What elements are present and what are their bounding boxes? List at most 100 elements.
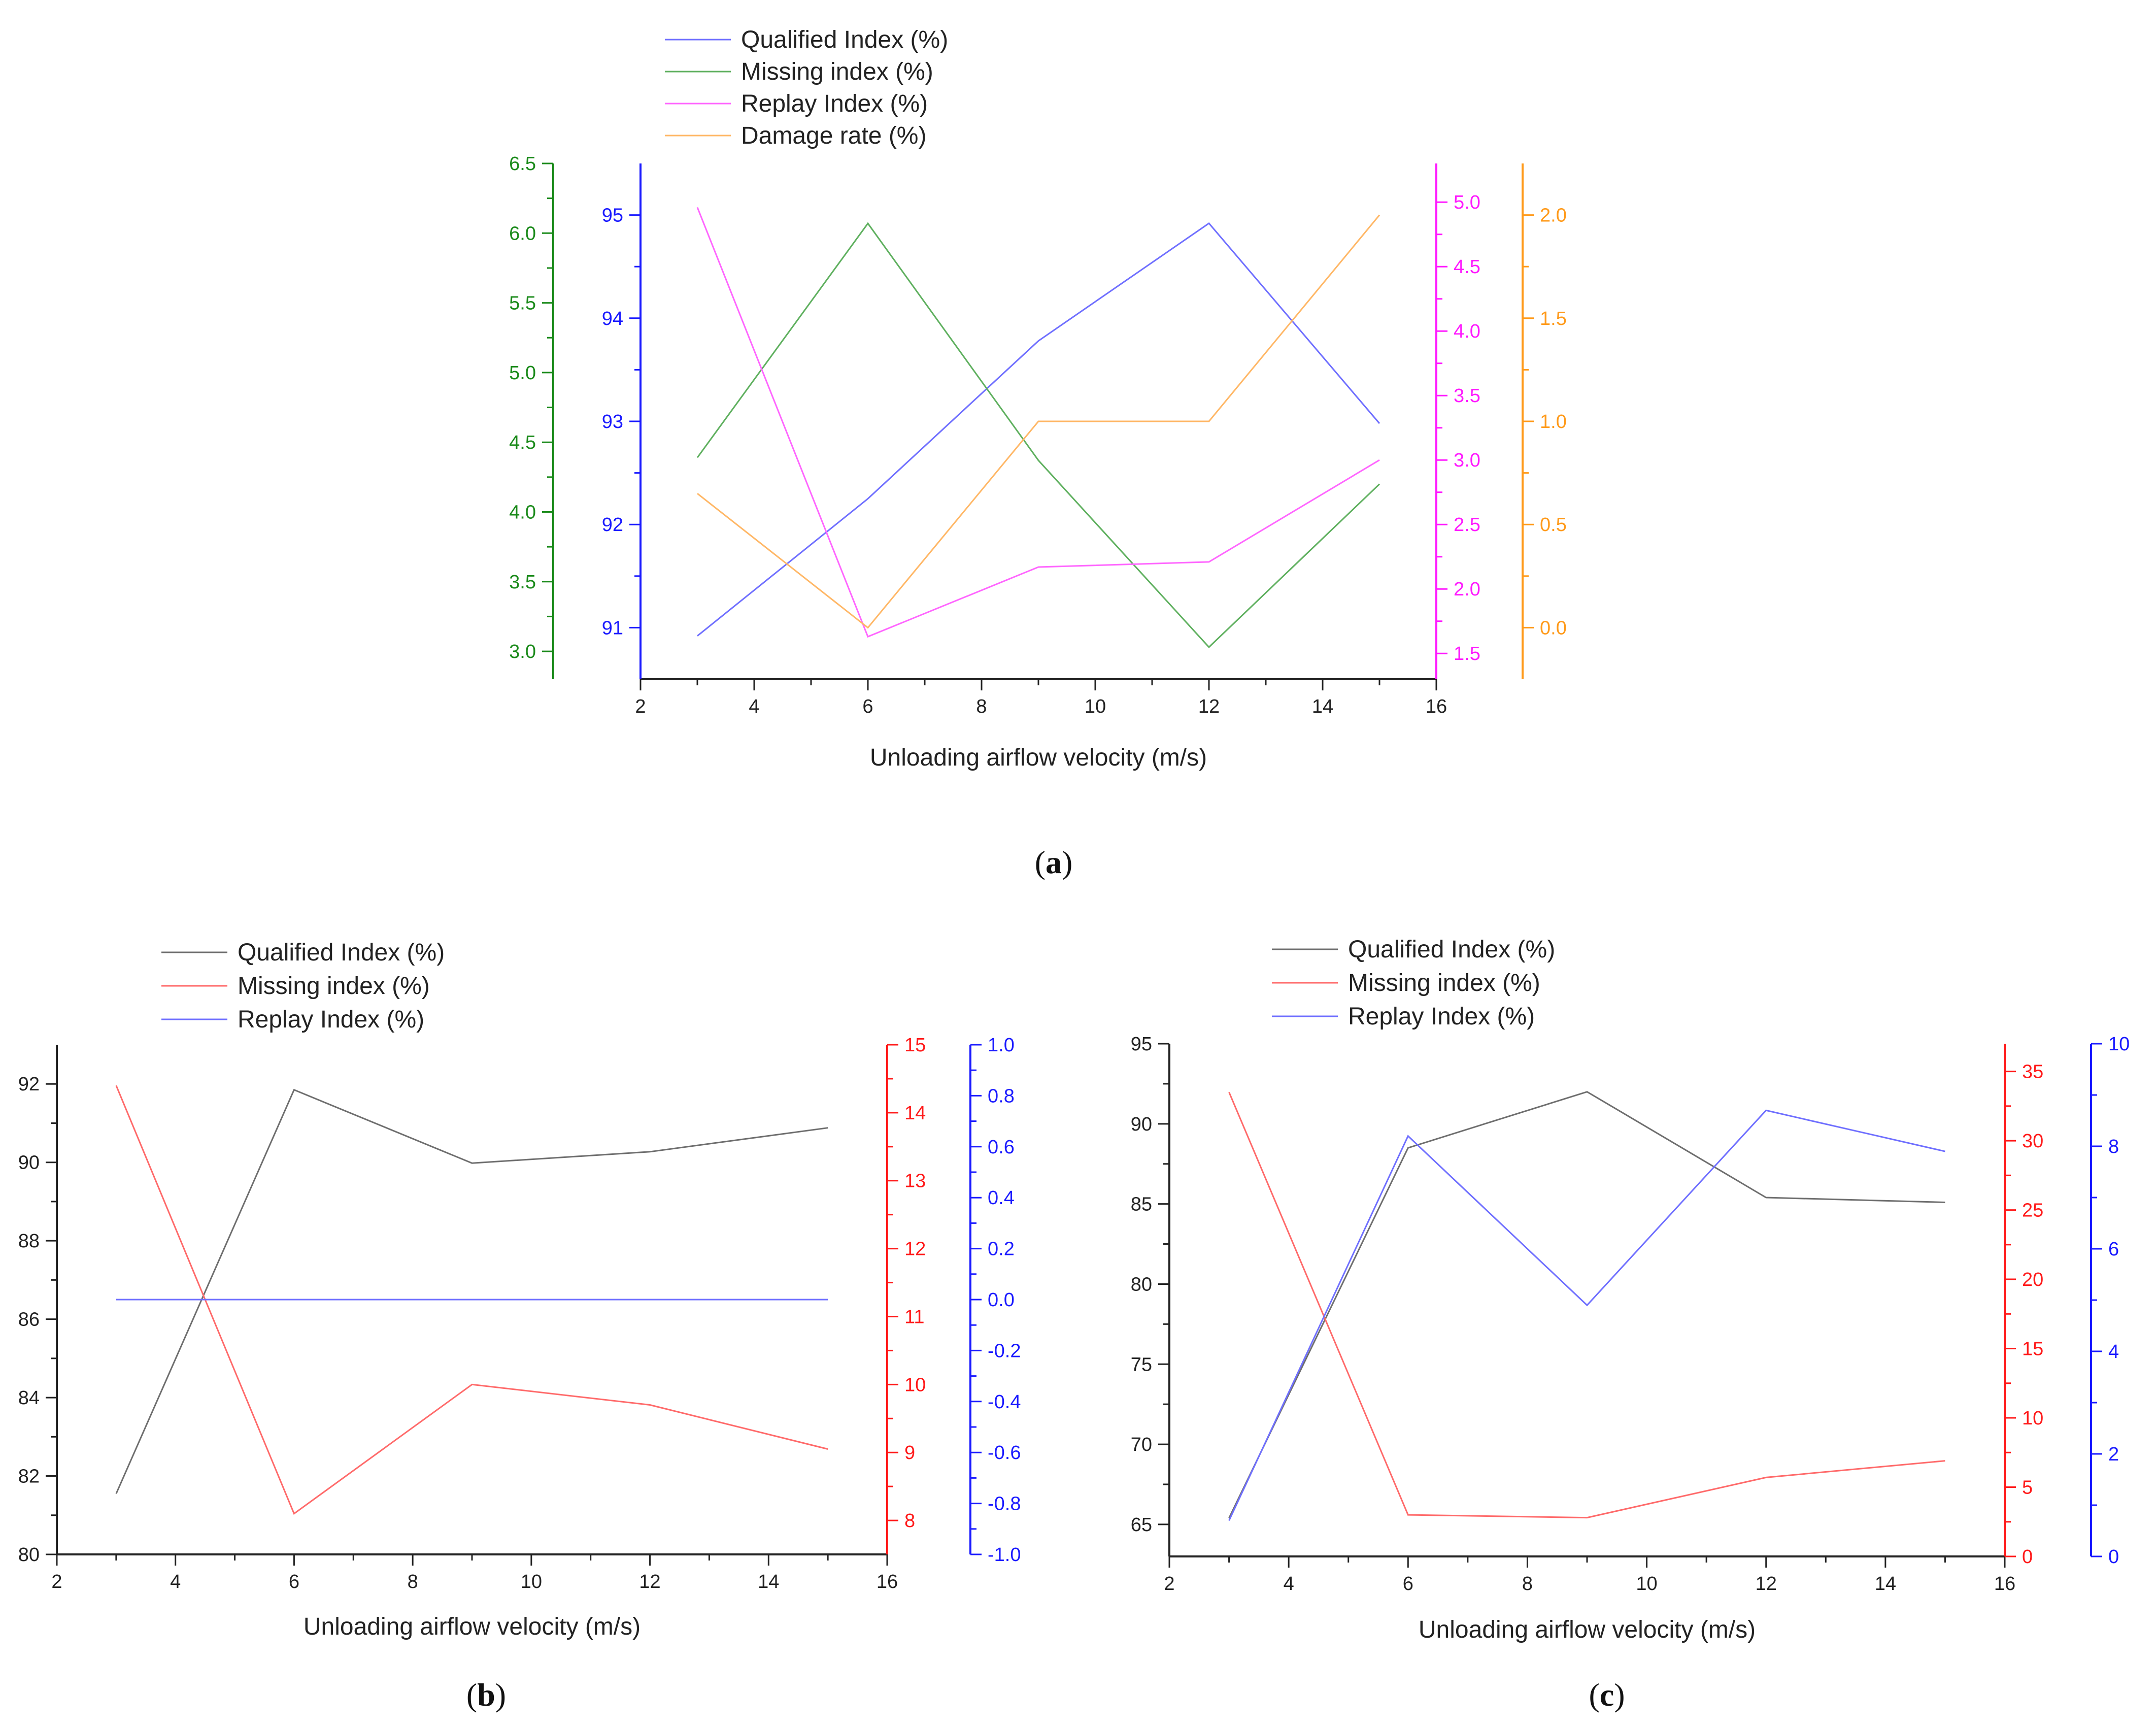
y-tick-label-green: 3.5 xyxy=(509,572,536,593)
y-tick-label-orange: 1.0 xyxy=(1540,411,1567,433)
y-tick-label-blue: 91 xyxy=(602,617,623,639)
y-tick-label-green: 4.5 xyxy=(509,432,536,453)
series-line-2 xyxy=(696,222,1380,648)
y-tick-label-magenta: 1.5 xyxy=(1454,643,1480,665)
y-tick-label-orange: 2.0 xyxy=(1540,205,1567,226)
caption-open-paren: ( xyxy=(1035,844,1046,880)
x-tick-label: 14 xyxy=(1875,1573,1896,1595)
y-tick-label-gray: 92 xyxy=(18,1074,40,1095)
y-tick-label-blue: -0.2 xyxy=(988,1340,1021,1362)
y-tick-label-green: 5.0 xyxy=(509,362,536,384)
y-tick-label-red: 5 xyxy=(2022,1477,2033,1499)
panel-caption-b: (b) xyxy=(466,1677,506,1713)
y-tick-label-gray: 80 xyxy=(1131,1274,1152,1295)
caption-letter-b: b xyxy=(477,1677,495,1713)
y-tick-label-gray: 85 xyxy=(1131,1194,1152,1215)
caption-close-paren: ) xyxy=(495,1677,506,1713)
y-tick-label-green: 3.0 xyxy=(509,641,536,662)
y-tick-label-blue: 0.8 xyxy=(988,1085,1015,1107)
y-tick-label-blue: 0.4 xyxy=(988,1187,1015,1209)
legend-label: Replay Index (%) xyxy=(741,90,928,117)
x-tick-label: 4 xyxy=(1284,1573,1294,1595)
y-tick-label-gray: 88 xyxy=(18,1231,40,1252)
x-tick-label: 6 xyxy=(1403,1573,1413,1595)
x-tick-label: 4 xyxy=(170,1571,181,1592)
series-line-2 xyxy=(1228,1091,1945,1519)
y-tick-label-red: 13 xyxy=(904,1171,926,1192)
legend-label: Damage rate (%) xyxy=(741,122,926,149)
y-tick-label-blue: 1.0 xyxy=(988,1035,1015,1056)
y-tick-label-blue: 94 xyxy=(602,308,623,329)
y-tick-label-magenta: 2.5 xyxy=(1454,514,1480,536)
x-tick-label: 8 xyxy=(976,696,987,717)
legend-label: Qualified Index (%) xyxy=(1348,936,1555,963)
y-tick-label-gray: 80 xyxy=(18,1544,40,1566)
y-tick-label-green: 5.5 xyxy=(509,293,536,314)
y-tick-label-gray: 90 xyxy=(18,1152,40,1174)
legend-label: Replay Index (%) xyxy=(238,1006,424,1033)
y-tick-label-red: 10 xyxy=(2022,1408,2043,1429)
y-tick-label-red: 20 xyxy=(2022,1269,2043,1290)
y-tick-label-red: 9 xyxy=(904,1442,915,1464)
y-tick-label-blue: 0.6 xyxy=(988,1137,1015,1158)
caption-open-paren: ( xyxy=(1589,1677,1599,1713)
series-line-3 xyxy=(1228,1109,1945,1521)
series-line-2 xyxy=(115,1085,828,1515)
x-tick-label: 14 xyxy=(1312,696,1333,717)
y-tick-label-red: 11 xyxy=(904,1306,924,1327)
caption-close-paren: ) xyxy=(1614,1677,1625,1713)
y-tick-label-blue: 8 xyxy=(2108,1136,2119,1157)
x-tick-label: 6 xyxy=(289,1571,299,1592)
x-axis-title: Unloading airflow velocity (m/s) xyxy=(870,744,1207,771)
y-tick-label-red: 12 xyxy=(904,1239,926,1260)
series-line-4 xyxy=(697,214,1380,629)
caption-open-paren: ( xyxy=(466,1677,477,1713)
caption-close-paren: ) xyxy=(1062,844,1072,880)
x-tick-label: 6 xyxy=(862,696,873,717)
x-tick-label: 8 xyxy=(408,1571,418,1592)
y-tick-label-orange: 0.5 xyxy=(1540,514,1567,536)
chart-panel-c: 2 4 6 8 10 12 14 16 Unloading airflow velocity (… xyxy=(1131,936,2130,1643)
x-tick-label: 4 xyxy=(749,696,759,717)
x-tick-label: 10 xyxy=(521,1571,542,1592)
chart-panel-a: 2 4 6 8 10 12 14 16 Unloading airflow velocity (… xyxy=(509,26,1567,771)
y-tick-label-gray: 82 xyxy=(18,1466,40,1487)
y-tick-label-red: 15 xyxy=(904,1035,926,1056)
y-tick-label-blue: -0.8 xyxy=(988,1493,1021,1515)
y-tick-label-magenta: 5.0 xyxy=(1454,192,1480,213)
y-tick-label-blue: -1.0 xyxy=(988,1544,1021,1566)
y-tick-label-blue: 2 xyxy=(2108,1444,2119,1465)
y-tick-label-blue: 0.0 xyxy=(988,1289,1015,1311)
x-tick-label: 12 xyxy=(1756,1573,1777,1595)
legend-label: Missing index (%) xyxy=(238,973,430,1000)
y-tick-label-orange: 0.0 xyxy=(1540,617,1567,639)
y-tick-label-red: 14 xyxy=(904,1103,926,1124)
y-tick-label-gray: 84 xyxy=(18,1387,40,1409)
x-tick-label: 12 xyxy=(639,1571,660,1592)
series-line-1 xyxy=(697,222,1380,637)
y-tick-label-blue: -0.4 xyxy=(988,1391,1021,1413)
y-tick-label-green: 4.0 xyxy=(509,502,536,523)
y-tick-label-magenta: 2.0 xyxy=(1454,579,1480,600)
y-tick-label-blue: 0 xyxy=(2108,1546,2119,1568)
x-tick-label: 16 xyxy=(1426,696,1447,717)
legend-label: Missing index (%) xyxy=(741,58,933,85)
y-tick-label-gray: 95 xyxy=(1131,1034,1152,1055)
y-tick-label-blue: 10 xyxy=(2108,1034,2130,1055)
y-tick-label-red: 35 xyxy=(2022,1061,2043,1083)
y-tick-label-red: 0 xyxy=(2022,1546,2033,1568)
legend-label: Qualified Index (%) xyxy=(238,939,445,966)
y-tick-label-red: 15 xyxy=(2022,1339,2043,1360)
y-tick-label-magenta: 3.0 xyxy=(1454,450,1480,471)
y-tick-label-blue: 4 xyxy=(2108,1341,2119,1363)
x-tick-label: 10 xyxy=(1085,696,1106,717)
y-tick-label-blue: 92 xyxy=(602,514,623,536)
caption-letter-a: a xyxy=(1046,844,1062,880)
y-tick-label-red: 30 xyxy=(2022,1131,2043,1152)
x-axis-title: Unloading airflow velocity (m/s) xyxy=(1419,1616,1756,1643)
y-tick-label-red: 10 xyxy=(904,1374,926,1396)
chart-panel-b: 2 4 6 8 10 12 14 16 Unloading airflow velocity (… xyxy=(18,939,1021,1640)
x-tick-label: 10 xyxy=(1636,1573,1657,1595)
x-tick-label: 2 xyxy=(1164,1573,1174,1595)
y-tick-label-gray: 75 xyxy=(1131,1354,1152,1375)
